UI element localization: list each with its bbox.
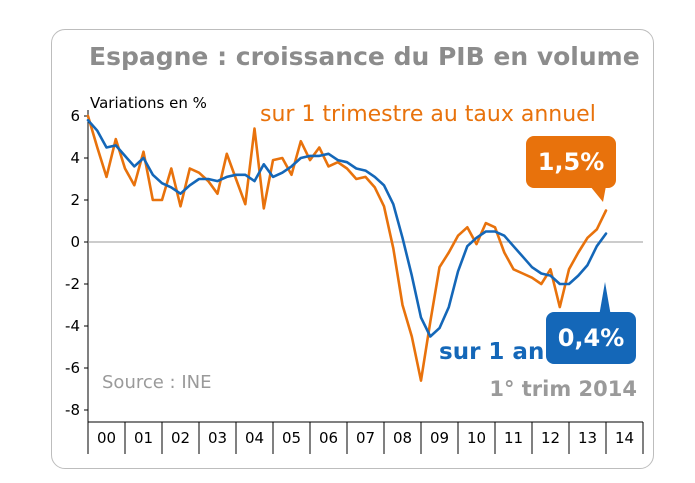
y-tick-label: 0 xyxy=(70,233,80,251)
x-tick-label: 05 xyxy=(282,429,301,447)
x-tick-label: 14 xyxy=(615,429,634,447)
source-note: Source : INE xyxy=(102,372,211,393)
chart-frame xyxy=(51,29,654,469)
x-tick-label: 13 xyxy=(578,429,597,447)
y-tick-label: 6 xyxy=(70,107,80,125)
y-tick-label: -4 xyxy=(65,317,80,335)
orange-callout-pointer xyxy=(590,186,606,202)
x-tick-label: 00 xyxy=(97,429,116,447)
blue-callout-text: 0,4% xyxy=(558,324,625,352)
series-line-quarterly-annualized xyxy=(86,114,608,382)
x-tick-label: 08 xyxy=(393,429,412,447)
period-note: 1° trim 2014 xyxy=(489,377,637,401)
x-tick-label: 07 xyxy=(356,429,375,447)
series-lines xyxy=(86,114,608,382)
x-tick-label: 03 xyxy=(208,429,227,447)
y-tick-label: 4 xyxy=(70,149,80,167)
x-axis-tick-labels: 00 01 02 03 04 05 06 07 08 09 10 11 12 13 14 xyxy=(97,422,644,454)
axes xyxy=(87,110,643,454)
orange-callout-box xyxy=(526,136,616,188)
blue-series-label: sur 1 an xyxy=(439,339,544,365)
blue-callout-box xyxy=(546,312,636,364)
y-tick-label: -8 xyxy=(65,401,80,419)
y-tick-label: -6 xyxy=(65,359,80,377)
y-axis-label: Variations en % xyxy=(90,94,207,112)
x-tick-label: 10 xyxy=(467,429,486,447)
x-tick-label: 11 xyxy=(504,429,523,447)
x-tick-label: 09 xyxy=(430,429,449,447)
x-tick-label: 06 xyxy=(319,429,338,447)
chart-title: Espagne : croissance du PIB en volume xyxy=(89,42,640,71)
orange-callout: 1,5% xyxy=(526,136,616,202)
blue-callout: 0,4% xyxy=(546,282,636,364)
x-tick-label: 12 xyxy=(541,429,560,447)
y-tick-label: 2 xyxy=(70,191,80,209)
x-tick-label: 01 xyxy=(134,429,153,447)
orange-series-label: sur 1 trimestre au taux annuel xyxy=(260,102,596,127)
x-tick-label: 04 xyxy=(245,429,264,447)
x-tick-label: 02 xyxy=(171,429,190,447)
series-line-year-on-year xyxy=(86,118,608,338)
orange-callout-text: 1,5% xyxy=(538,148,605,176)
y-tick-label: -2 xyxy=(65,275,80,293)
y-axis-ticks: 6 4 2 0 -2 -4 -6 -8 xyxy=(65,107,88,419)
